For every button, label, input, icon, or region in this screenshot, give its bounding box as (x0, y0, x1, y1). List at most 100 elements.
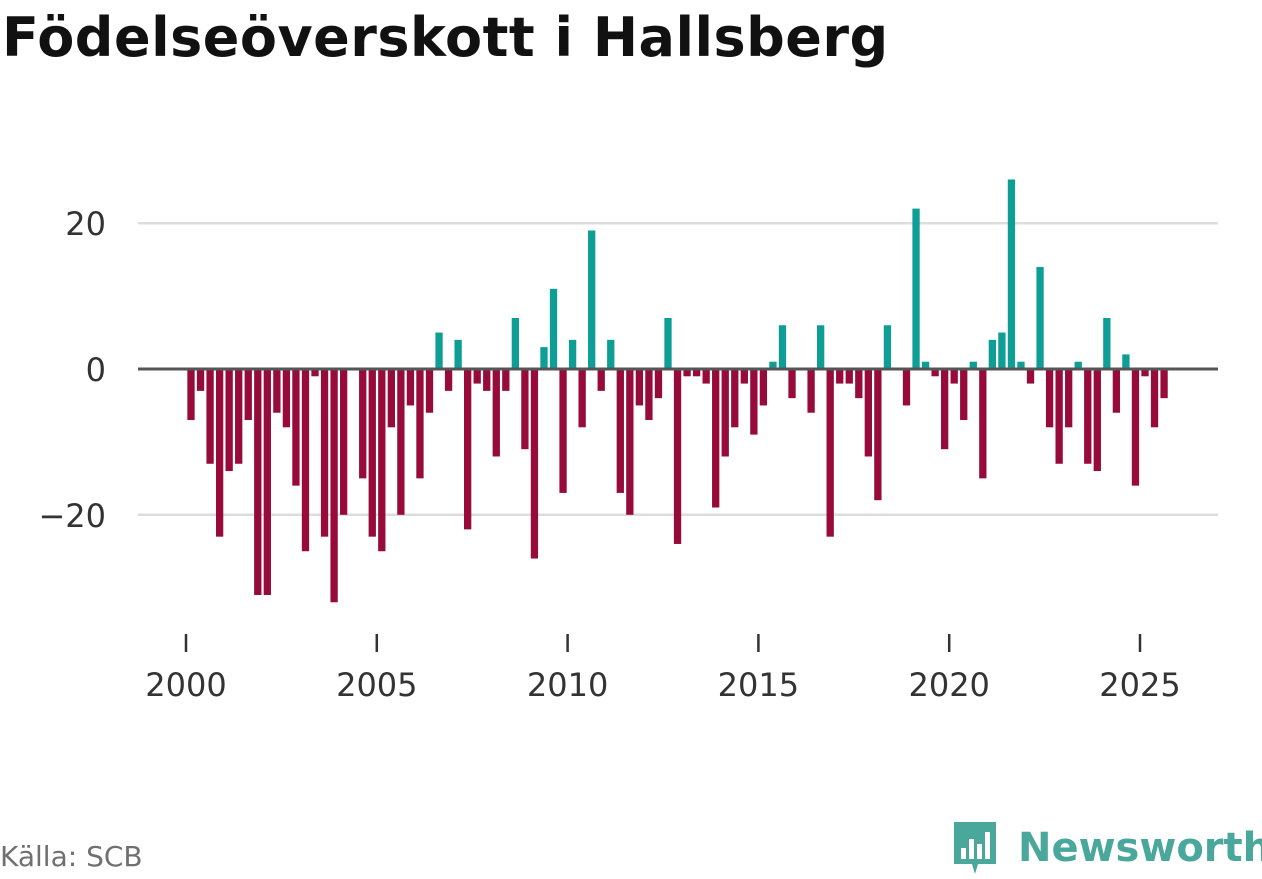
bar (788, 369, 796, 399)
bar (521, 369, 529, 450)
bar (816, 325, 825, 369)
bar (235, 369, 243, 464)
bar (215, 369, 224, 537)
x-tick-label: 2020 (908, 666, 989, 704)
x-tick-label: 2000 (145, 666, 226, 704)
bar (1093, 369, 1101, 472)
brand-logo[interactable]: Newsworthy (950, 818, 1262, 878)
bar (845, 369, 853, 384)
bar (960, 369, 968, 421)
bar (654, 369, 663, 399)
brand-name: Newsworthy (1018, 825, 1262, 871)
bar (311, 369, 319, 377)
bar (1017, 361, 1025, 369)
y-tick-label: 0 (86, 351, 106, 389)
bar (683, 369, 691, 377)
bar (282, 369, 291, 428)
bar (902, 369, 911, 406)
chart: 20 0 −20 2000 2005 2010 2015 2020 2025 (38, 179, 1218, 704)
bar (206, 369, 214, 464)
bar (616, 369, 624, 493)
bar (931, 369, 939, 377)
bar (464, 369, 472, 530)
bar (979, 369, 987, 479)
bar (397, 369, 405, 515)
x-axis: 2000 2005 2010 2015 2020 2025 (145, 634, 1181, 704)
bar (597, 369, 605, 391)
bar (692, 369, 701, 377)
bar (588, 230, 596, 369)
bar (387, 369, 395, 428)
bar (378, 369, 386, 552)
bar (292, 369, 300, 486)
bar (1036, 266, 1044, 369)
bar (645, 369, 653, 421)
bar (721, 369, 729, 457)
bar (1141, 369, 1149, 377)
bar (750, 369, 758, 435)
bar (778, 325, 787, 369)
bar (425, 369, 434, 413)
bar (1065, 369, 1073, 428)
page-title: Födelseöverskott i Hallsberg (2, 6, 889, 69)
bar (1131, 369, 1140, 486)
bar (941, 369, 949, 450)
bar (511, 317, 520, 369)
bar (664, 317, 672, 369)
bar (530, 369, 539, 559)
bar (225, 369, 233, 472)
bar (1112, 369, 1121, 413)
bar (416, 369, 424, 479)
bar (855, 369, 863, 399)
bar (568, 339, 577, 369)
y-axis: 20 0 −20 (38, 205, 106, 535)
bar (549, 288, 558, 369)
bar (950, 369, 958, 384)
bars (187, 179, 1168, 603)
bar (702, 369, 710, 384)
bar (673, 369, 682, 544)
x-tick-label: 2010 (527, 666, 608, 704)
bar (883, 325, 892, 369)
bar (492, 369, 500, 457)
bar (1055, 369, 1063, 464)
bar (712, 369, 720, 508)
x-tick-label: 2015 (718, 666, 799, 704)
source-note: Källa: SCB (0, 840, 143, 873)
bar (1160, 369, 1168, 399)
bar (406, 369, 415, 406)
bar (1045, 369, 1054, 428)
bar (263, 369, 271, 595)
bar (998, 332, 1006, 369)
x-tick-label: 2005 (336, 666, 417, 704)
bar (540, 347, 548, 369)
bar (254, 369, 262, 595)
bar (187, 369, 195, 421)
bar (320, 369, 329, 537)
bar (988, 339, 997, 369)
bar (740, 369, 748, 384)
bar (196, 369, 205, 391)
bar (359, 369, 367, 479)
y-tick-label: −20 (38, 497, 106, 535)
bar (836, 369, 844, 384)
bar (301, 369, 310, 552)
bar (759, 369, 768, 406)
x-tick-label: 2025 (1099, 666, 1180, 704)
bar (483, 369, 491, 391)
bar (1150, 369, 1159, 428)
bar (1074, 361, 1082, 369)
bar (1122, 354, 1130, 369)
bar (607, 339, 615, 369)
bar (244, 369, 252, 421)
bar (273, 369, 281, 413)
bar (578, 369, 586, 428)
bar (435, 332, 443, 369)
bar (912, 208, 920, 369)
bar (921, 361, 930, 369)
bar (731, 369, 739, 428)
bar (368, 369, 376, 537)
bar (826, 369, 834, 537)
bar (874, 369, 882, 501)
bar (807, 369, 815, 413)
